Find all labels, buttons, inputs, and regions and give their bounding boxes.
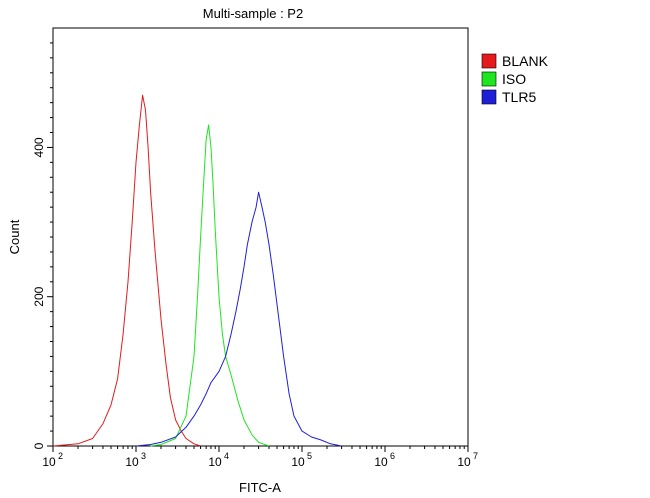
y-axis-ticks: 0 200 400 <box>32 42 53 449</box>
x-tick-label: 10 <box>208 455 222 469</box>
x-tick-label: 10 <box>291 455 305 469</box>
legend-swatch-tlr5 <box>481 89 497 105</box>
x-axis-label: FITC-A <box>239 480 281 495</box>
legend-label-iso: ISO <box>502 71 526 87</box>
x-tick-label: 10 <box>42 455 56 469</box>
x-tick-label: 10 <box>457 455 471 469</box>
legend: BLANK ISO TLR5 <box>481 53 549 105</box>
legend-swatch-iso <box>481 71 497 87</box>
x-tick-exponent: 6 <box>390 451 395 461</box>
y-tick-label: 0 <box>32 442 46 449</box>
series-line-iso <box>150 124 270 447</box>
legend-label-tlr5: TLR5 <box>502 89 536 105</box>
x-tick-exponent: 7 <box>473 451 478 461</box>
legend-label-blank: BLANK <box>502 53 549 69</box>
x-tick-exponent: 5 <box>307 451 312 461</box>
x-tick-exponent: 3 <box>141 451 146 461</box>
x-axis-ticks: 10 2 10 3 10 4 10 5 10 6 10 7 <box>42 446 478 469</box>
y-axis-label: Count <box>7 219 22 254</box>
series-group <box>52 94 342 447</box>
y-tick-label: 400 <box>32 137 46 157</box>
x-tick-label: 10 <box>374 455 388 469</box>
x-tick-label: 10 <box>125 455 139 469</box>
series-line-blank <box>52 94 201 447</box>
y-tick-label: 200 <box>32 286 46 306</box>
series-line-tlr5 <box>135 191 342 447</box>
chart-title: Multi-sample : P2 <box>203 6 303 21</box>
x-tick-exponent: 2 <box>58 451 63 461</box>
plot-frame <box>52 27 469 447</box>
x-tick-exponent: 4 <box>224 451 229 461</box>
legend-swatch-blank <box>481 53 497 69</box>
